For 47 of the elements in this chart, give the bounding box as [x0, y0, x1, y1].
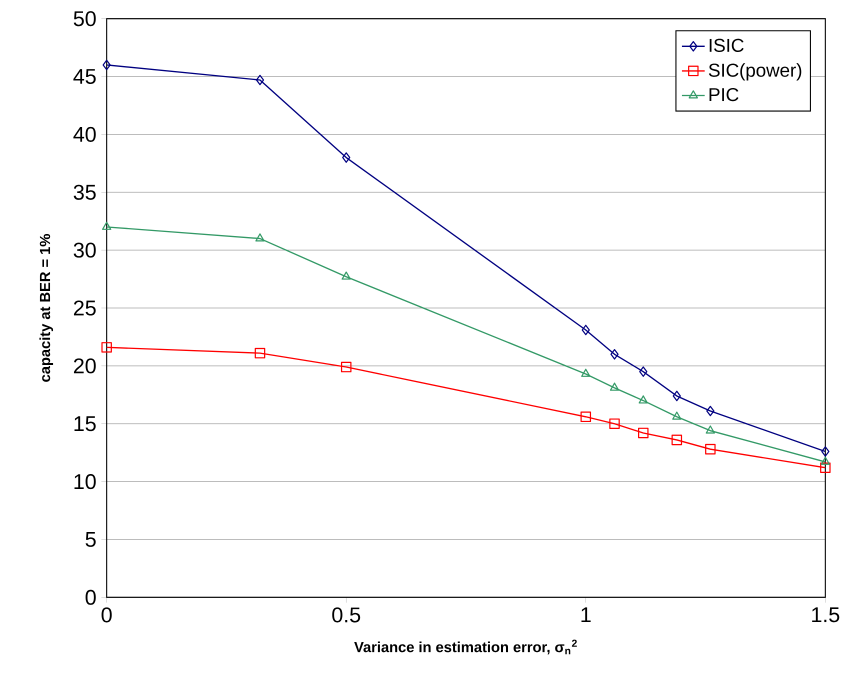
point [102, 222, 112, 230]
point [820, 456, 830, 465]
x-tick-label: 1 [581, 607, 591, 622]
point [342, 152, 350, 163]
y-tick-label: 35 [74, 184, 96, 200]
point [706, 425, 715, 434]
y-tick-label: 30 [74, 242, 96, 258]
y-tick-label: 15 [74, 416, 96, 432]
point [672, 434, 682, 446]
point [582, 324, 590, 336]
y-tick-label: 50 [74, 11, 96, 26]
legend-label: ISIC [710, 38, 744, 52]
y-tick-label: 45 [73, 69, 96, 84]
point [821, 446, 830, 457]
point [672, 412, 682, 420]
x-axis-title: Variance in estimation error, σ$_{n}$2 [354, 640, 577, 654]
point [705, 444, 716, 454]
point [342, 271, 351, 280]
point [672, 390, 681, 402]
point [610, 349, 619, 360]
point [706, 406, 714, 416]
x-tick-label: 1.5 [812, 607, 840, 622]
point [580, 412, 592, 422]
point [638, 428, 649, 438]
point [102, 60, 111, 70]
point [254, 348, 266, 358]
point [340, 362, 352, 372]
point [610, 382, 620, 391]
point [581, 368, 590, 377]
legend-label: SIC(power) [708, 63, 802, 81]
point [820, 462, 831, 473]
legend-label: PIC [710, 88, 738, 102]
y-tick-label: 20 [74, 358, 96, 374]
y-tick-label: 0 [86, 590, 96, 605]
point [639, 366, 648, 377]
x-tick-label: 0 [102, 607, 112, 622]
point [101, 342, 112, 353]
y-tick-label: 25 [74, 300, 96, 316]
y-axis-title: capacity at BER = 1% [39, 234, 54, 382]
y-tick-label: 10 [74, 474, 96, 490]
point [609, 418, 620, 429]
y-tick-label: 5 [86, 532, 96, 547]
y-tick-label: 40 [73, 126, 96, 142]
point [256, 74, 264, 86]
x-tick-label: 0.5 [332, 607, 360, 622]
point [255, 233, 265, 242]
point [638, 395, 648, 404]
